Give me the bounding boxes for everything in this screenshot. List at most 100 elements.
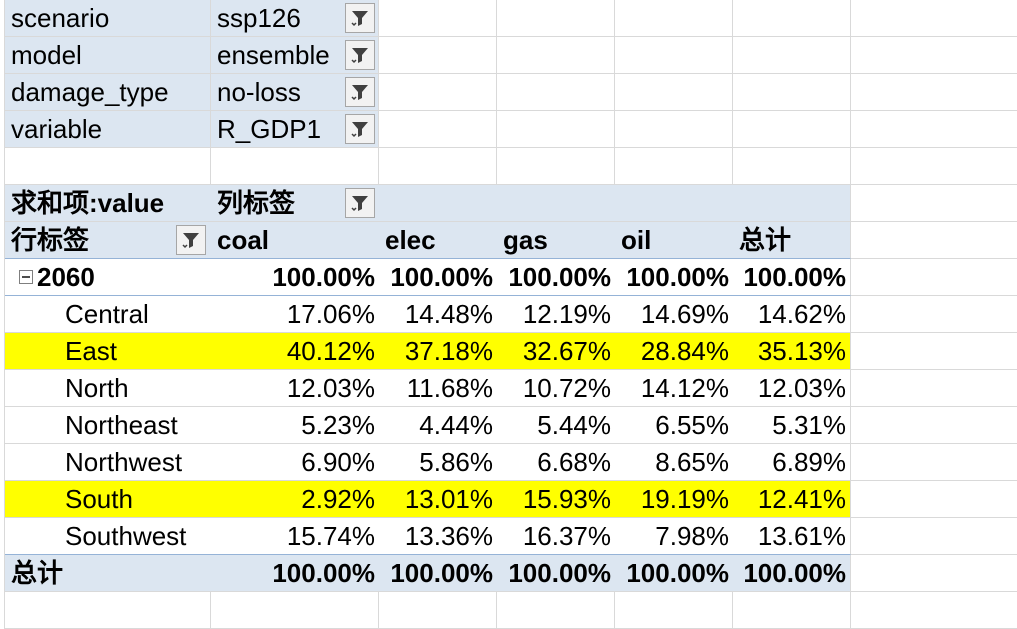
empty-cell[interactable] xyxy=(733,111,851,148)
empty-cell[interactable] xyxy=(5,148,211,185)
filter-funnel-icon[interactable] xyxy=(176,225,206,255)
empty-cell[interactable] xyxy=(211,592,379,629)
empty-cell[interactable] xyxy=(615,592,733,629)
total-label[interactable]: 总计 xyxy=(5,555,211,592)
empty-cell[interactable] xyxy=(497,111,615,148)
value-cell[interactable]: 17.06% xyxy=(211,296,379,333)
value-cell[interactable]: 13.01% xyxy=(379,481,497,518)
region-label[interactable]: Southwest xyxy=(5,518,211,555)
region-label[interactable]: North xyxy=(5,370,211,407)
value-cell[interactable]: 13.61% xyxy=(733,518,851,555)
value-cell[interactable]: 7.98% xyxy=(615,518,733,555)
empty-cell[interactable] xyxy=(379,37,497,74)
value-cell[interactable]: 40.12% xyxy=(211,333,379,370)
total-value[interactable]: 100.00% xyxy=(615,555,733,592)
empty-cell[interactable] xyxy=(379,74,497,111)
group-value[interactable]: 100.00% xyxy=(615,259,733,296)
empty-cell[interactable] xyxy=(379,0,497,37)
group-value[interactable]: 100.00% xyxy=(733,259,851,296)
empty-cell[interactable] xyxy=(733,148,851,185)
value-cell[interactable]: 15.74% xyxy=(211,518,379,555)
empty-cell[interactable] xyxy=(615,111,733,148)
value-cell[interactable]: 19.19% xyxy=(615,481,733,518)
filter-funnel-icon[interactable] xyxy=(345,3,375,33)
value-cell[interactable]: 6.55% xyxy=(615,407,733,444)
value-cell[interactable]: 15.93% xyxy=(497,481,615,518)
total-value[interactable]: 100.00% xyxy=(497,555,615,592)
value-cell[interactable]: 6.89% xyxy=(733,444,851,481)
value-cell[interactable]: 37.18% xyxy=(379,333,497,370)
value-cell[interactable]: 5.86% xyxy=(379,444,497,481)
empty-cell[interactable] xyxy=(733,0,851,37)
region-label[interactable]: Northeast xyxy=(5,407,211,444)
empty-cell[interactable] xyxy=(497,74,615,111)
group-value[interactable]: 100.00% xyxy=(379,259,497,296)
empty-cell[interactable] xyxy=(851,407,1017,444)
value-cell[interactable]: 11.68% xyxy=(379,370,497,407)
empty-cell[interactable] xyxy=(497,0,615,37)
value-cell[interactable]: 35.13% xyxy=(733,333,851,370)
filter-funnel-icon[interactable] xyxy=(345,188,375,218)
empty-cell[interactable] xyxy=(497,148,615,185)
empty-cell[interactable] xyxy=(851,111,1017,148)
empty-cell[interactable] xyxy=(851,370,1017,407)
value-cell[interactable]: 6.68% xyxy=(497,444,615,481)
group-label-cell[interactable]: 2060 xyxy=(5,259,211,296)
empty-cell[interactable] xyxy=(497,37,615,74)
empty-cell[interactable] xyxy=(733,74,851,111)
filter-funnel-icon[interactable] xyxy=(345,40,375,70)
value-cell[interactable]: 10.72% xyxy=(497,370,615,407)
value-cell[interactable]: 14.69% xyxy=(615,296,733,333)
empty-cell[interactable] xyxy=(379,592,497,629)
empty-cell[interactable] xyxy=(733,592,851,629)
region-label[interactable]: Central xyxy=(5,296,211,333)
value-cell[interactable]: 14.12% xyxy=(615,370,733,407)
empty-cell[interactable] xyxy=(851,74,1017,111)
empty-cell[interactable] xyxy=(733,37,851,74)
empty-cell[interactable] xyxy=(851,592,1017,629)
empty-cell[interactable] xyxy=(497,592,615,629)
filter-funnel-icon[interactable] xyxy=(345,77,375,107)
value-cell[interactable]: 12.03% xyxy=(733,370,851,407)
empty-cell[interactable] xyxy=(615,0,733,37)
value-cell[interactable]: 8.65% xyxy=(615,444,733,481)
empty-cell[interactable] xyxy=(851,518,1017,555)
empty-cell[interactable] xyxy=(211,148,379,185)
value-cell[interactable]: 12.19% xyxy=(497,296,615,333)
value-cell[interactable]: 32.67% xyxy=(497,333,615,370)
empty-cell[interactable] xyxy=(615,37,733,74)
region-label[interactable]: Northwest xyxy=(5,444,211,481)
empty-cell[interactable] xyxy=(379,148,497,185)
total-value[interactable]: 100.00% xyxy=(733,555,851,592)
filter-funnel-icon[interactable] xyxy=(345,114,375,144)
empty-cell[interactable] xyxy=(851,333,1017,370)
empty-cell[interactable] xyxy=(851,148,1017,185)
value-cell[interactable]: 5.31% xyxy=(733,407,851,444)
collapse-minus-icon[interactable] xyxy=(19,270,33,285)
value-cell[interactable]: 14.48% xyxy=(379,296,497,333)
empty-cell[interactable] xyxy=(851,0,1017,37)
value-cell[interactable]: 5.23% xyxy=(211,407,379,444)
empty-cell[interactable] xyxy=(851,555,1017,592)
empty-cell[interactable] xyxy=(851,296,1017,333)
group-value[interactable]: 100.00% xyxy=(211,259,379,296)
value-cell[interactable]: 2.92% xyxy=(211,481,379,518)
value-cell[interactable]: 12.41% xyxy=(733,481,851,518)
empty-cell[interactable] xyxy=(851,444,1017,481)
empty-cell[interactable] xyxy=(851,185,1017,222)
value-cell[interactable]: 12.03% xyxy=(211,370,379,407)
group-value[interactable]: 100.00% xyxy=(497,259,615,296)
region-label[interactable]: South xyxy=(5,481,211,518)
empty-cell[interactable] xyxy=(615,74,733,111)
total-value[interactable]: 100.00% xyxy=(379,555,497,592)
empty-cell[interactable] xyxy=(615,148,733,185)
value-cell[interactable]: 28.84% xyxy=(615,333,733,370)
empty-cell[interactable] xyxy=(851,37,1017,74)
value-cell[interactable]: 6.90% xyxy=(211,444,379,481)
empty-cell[interactable] xyxy=(851,222,1017,259)
value-cell[interactable]: 4.44% xyxy=(379,407,497,444)
total-value[interactable]: 100.00% xyxy=(211,555,379,592)
empty-cell[interactable] xyxy=(379,111,497,148)
empty-cell[interactable] xyxy=(851,481,1017,518)
empty-cell[interactable] xyxy=(5,592,211,629)
